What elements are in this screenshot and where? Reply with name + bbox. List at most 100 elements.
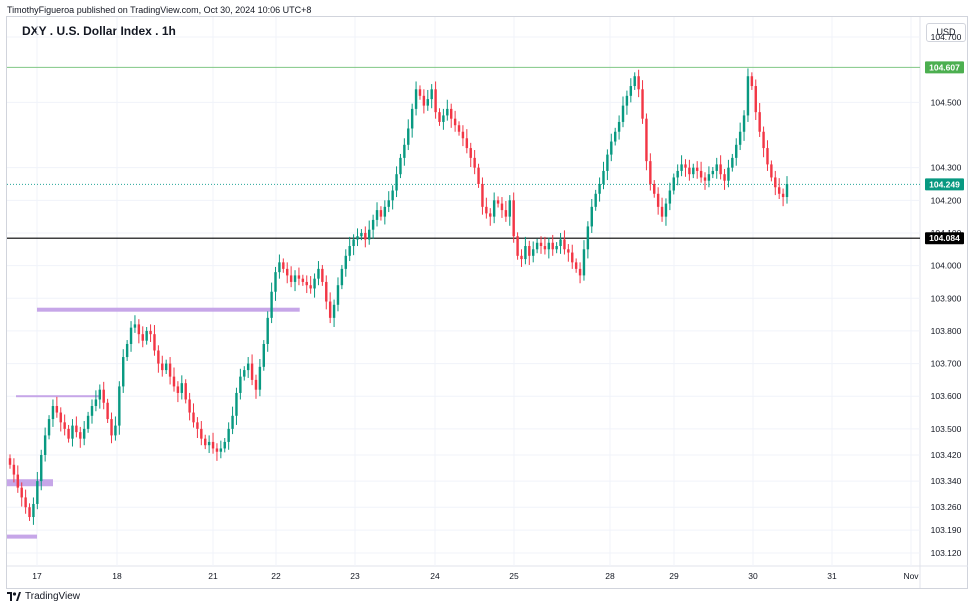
candle-body xyxy=(305,281,308,286)
candle-body xyxy=(528,246,531,256)
candle-body xyxy=(785,183,789,198)
candle-body xyxy=(531,249,535,256)
chart-title: DXY . U.S. Dollar Index . 1h xyxy=(22,24,176,38)
candle-body xyxy=(504,210,508,217)
candle-body xyxy=(172,376,176,387)
y-tick-label: 103.190 xyxy=(931,525,962,535)
candle-body xyxy=(641,89,644,119)
candle-body xyxy=(86,415,90,429)
candle-body xyxy=(192,412,195,423)
candle-body xyxy=(114,425,117,436)
candle-body xyxy=(145,330,148,341)
candle-body xyxy=(672,177,675,191)
candle-body xyxy=(758,112,761,132)
candle-body xyxy=(582,249,586,276)
candle-body xyxy=(446,108,449,116)
candle-body xyxy=(391,190,394,201)
candle-body xyxy=(59,412,62,423)
price-label-badge xyxy=(925,61,964,74)
candle-body xyxy=(535,242,539,250)
candle-body xyxy=(133,324,137,328)
candle-body xyxy=(98,389,102,400)
candle-body xyxy=(55,406,59,413)
candle-body xyxy=(715,164,718,171)
price-label-badge xyxy=(925,178,964,191)
candle-body xyxy=(684,164,687,168)
candle-body xyxy=(516,236,519,256)
currency-button[interactable]: USD xyxy=(926,23,966,42)
x-tick-label: 24 xyxy=(430,571,440,581)
x-tick-label: 23 xyxy=(350,571,360,581)
candle-body xyxy=(645,118,648,162)
candle-body xyxy=(129,327,133,344)
candle-body xyxy=(332,304,336,318)
candle-body xyxy=(762,131,765,149)
candle-body xyxy=(63,422,66,429)
y-tick-label: 103.600 xyxy=(931,391,962,401)
candle-body xyxy=(387,200,390,207)
candle-body xyxy=(82,428,86,439)
candle-body xyxy=(664,203,668,217)
candle-body xyxy=(653,183,656,194)
candle-body xyxy=(457,125,461,132)
candle-body xyxy=(735,144,738,158)
candle-body xyxy=(204,438,207,446)
x-tick-label: 18 xyxy=(112,571,122,581)
candle-body xyxy=(695,167,699,171)
candle-body xyxy=(235,392,238,416)
candle-body xyxy=(90,406,94,416)
candle-body xyxy=(668,190,672,204)
candle-body xyxy=(293,275,297,282)
y-tick-label: 103.260 xyxy=(931,502,962,512)
candle-body xyxy=(438,112,441,122)
candle-body xyxy=(289,275,293,282)
tradingview-logo-icon xyxy=(7,592,21,601)
candle-body xyxy=(286,268,289,276)
candle-body xyxy=(524,246,527,260)
candle-body xyxy=(8,458,12,465)
tradingview-brand: TradingView xyxy=(7,591,80,602)
candle-body xyxy=(434,89,437,113)
candle-body xyxy=(282,262,285,269)
candle-body xyxy=(184,383,187,400)
candle-body xyxy=(328,301,332,318)
candle-body xyxy=(781,193,785,198)
candle-body xyxy=(20,487,23,498)
candle-body xyxy=(215,448,219,452)
candle-body xyxy=(500,203,504,211)
candle-body xyxy=(559,239,562,247)
candle-body xyxy=(731,157,734,168)
price-label-text: 104.249 xyxy=(929,179,960,189)
candle-body xyxy=(340,268,344,286)
candle-body xyxy=(465,138,469,149)
candle-body xyxy=(47,419,51,436)
candle-body xyxy=(200,428,203,439)
candle-body xyxy=(168,363,172,377)
candle-body xyxy=(196,422,199,429)
candle-body xyxy=(375,210,379,220)
candle-body xyxy=(176,386,180,393)
candle-body xyxy=(246,363,250,371)
candle-body xyxy=(567,249,570,253)
candle-body xyxy=(418,89,422,96)
candle-body xyxy=(321,268,324,282)
candle-body xyxy=(71,425,74,439)
candle-body xyxy=(348,246,351,256)
candle-body xyxy=(625,95,629,106)
x-tick-label: 29 xyxy=(669,571,679,581)
candle-body xyxy=(551,242,554,250)
candle-body xyxy=(770,164,773,178)
candle-body xyxy=(629,86,633,96)
candle-body xyxy=(617,121,621,132)
candle-body xyxy=(227,428,230,442)
candle-body xyxy=(153,334,156,351)
candle-body xyxy=(594,193,597,207)
candle-body xyxy=(207,441,211,446)
candle-body xyxy=(371,219,375,230)
candle-body xyxy=(325,281,328,302)
candle-body xyxy=(301,278,305,282)
price-label-text: 104.607 xyxy=(929,62,960,72)
y-tick-label: 103.800 xyxy=(931,326,962,336)
candle-body xyxy=(239,376,242,393)
